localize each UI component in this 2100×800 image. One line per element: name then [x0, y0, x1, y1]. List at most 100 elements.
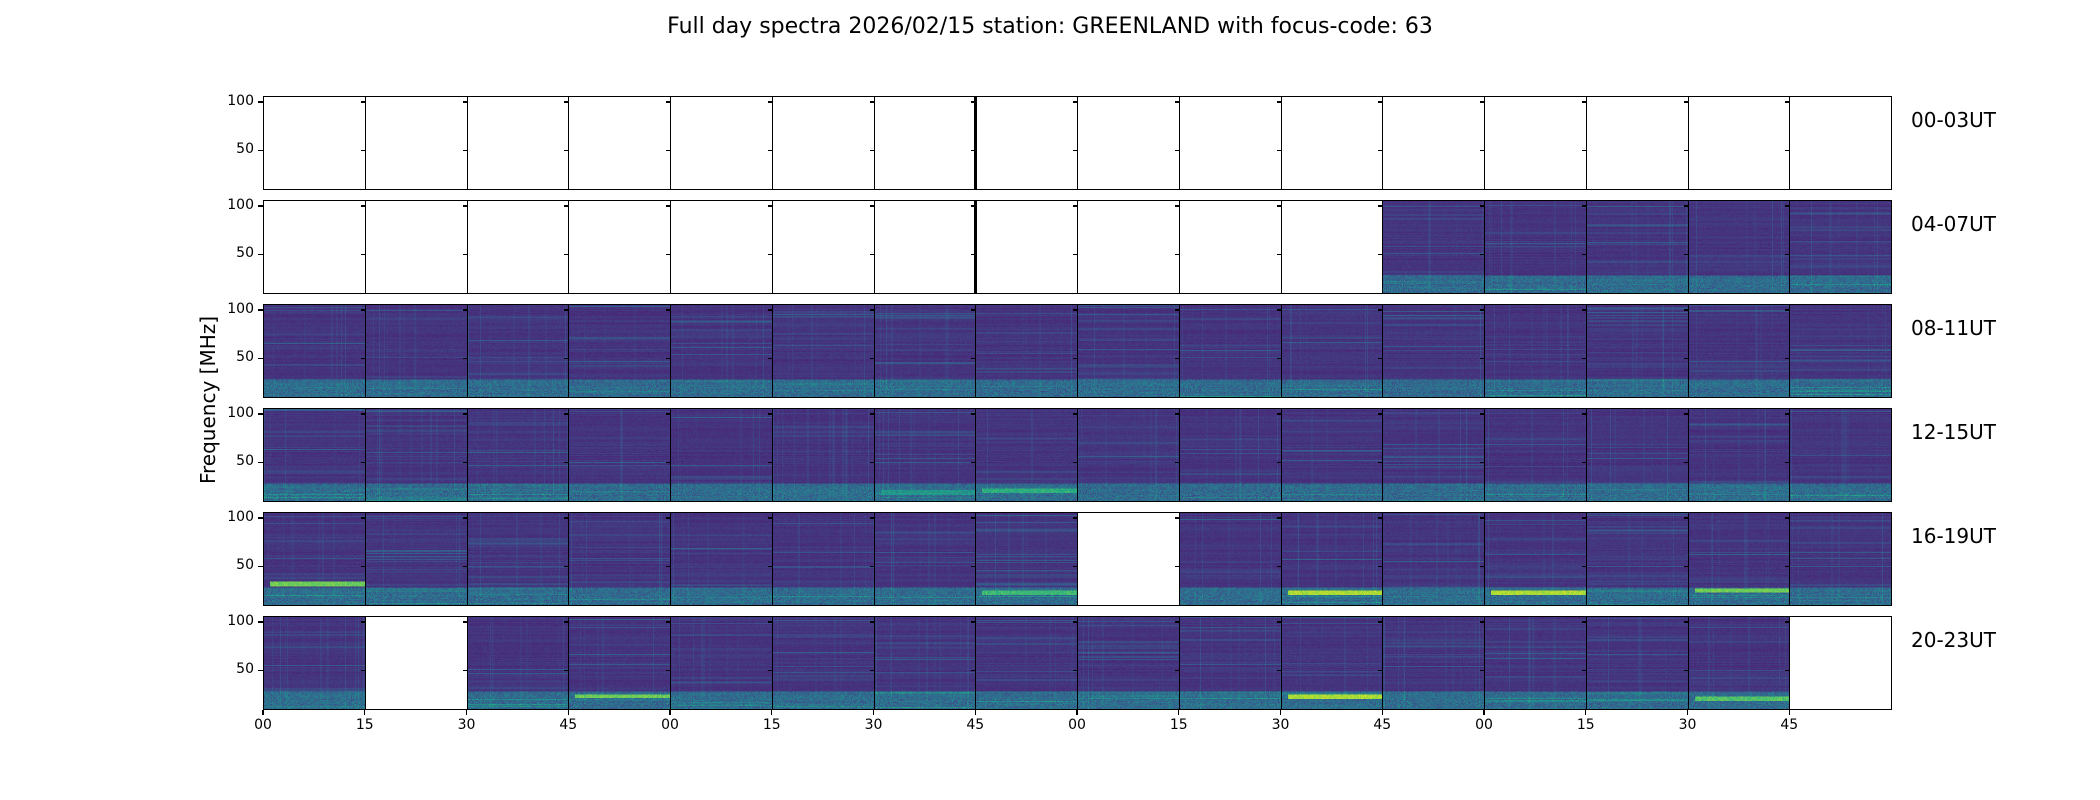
y-tick-mark — [1174, 517, 1179, 519]
spectrum-panel — [1178, 304, 1282, 398]
panel-divider-thick — [974, 96, 977, 190]
y-tick-label: 50 — [236, 349, 254, 366]
spectrogram-image — [1688, 409, 1790, 501]
spectrogram-image — [1790, 201, 1892, 293]
spectrum-panel — [1484, 96, 1588, 190]
spectrum-panel — [364, 408, 468, 502]
spectrogram-image — [1485, 201, 1587, 293]
spectrogram-image — [1688, 201, 1790, 293]
y-tick-mark — [1073, 621, 1077, 623]
y-tick-mark — [1683, 357, 1688, 359]
y-tick-mark — [666, 413, 670, 415]
spectrogram-image — [365, 513, 467, 605]
spectrogram-image — [1281, 305, 1383, 397]
spectrum-panel — [466, 616, 570, 710]
spectrum-panel — [771, 200, 875, 294]
y-tick-mark — [1073, 101, 1077, 103]
y-tick-mark — [258, 621, 263, 623]
spectrogram-image — [1790, 409, 1892, 501]
y-tick-mark — [1785, 669, 1790, 671]
y-tick-mark — [971, 309, 976, 311]
y-tick-mark — [462, 357, 467, 359]
y-tick-mark — [360, 413, 365, 415]
y-tick-mark — [564, 461, 569, 463]
y-tick-mark — [1073, 205, 1077, 207]
y-tick-mark — [1174, 253, 1179, 255]
y-tick-mark — [1378, 149, 1383, 151]
spectrogram-image — [1586, 305, 1688, 397]
y-tick-mark — [1276, 309, 1281, 311]
y-tick-mark — [666, 621, 670, 623]
y-tick-mark — [564, 149, 569, 151]
y-tick-mark — [971, 413, 976, 415]
y-tick-mark — [767, 149, 772, 151]
spectrum-panel — [1280, 304, 1384, 398]
y-tick-mark — [1378, 253, 1383, 255]
spectrogram-image — [1790, 305, 1892, 397]
spectrum-panel — [1382, 408, 1486, 502]
y-tick-mark — [1174, 205, 1179, 207]
y-tick-mark — [1683, 517, 1688, 519]
y-tick-mark — [1581, 205, 1586, 207]
row-label-16-19ut: 16-19UT — [1911, 524, 1996, 548]
spectrum-panel — [263, 200, 367, 294]
spectrogram-image — [1281, 513, 1383, 605]
y-tick-mark — [1378, 669, 1383, 671]
y-tick-mark — [564, 517, 569, 519]
y-tick-label: 100 — [227, 612, 254, 629]
y-tick-mark — [462, 149, 467, 151]
y-tick-mark — [1073, 517, 1077, 519]
spectrum-panel — [1280, 96, 1384, 190]
y-tick-mark — [462, 205, 467, 207]
x-tick-label: 45 — [966, 717, 985, 733]
spectrum-panel — [1280, 512, 1384, 606]
spectrogram-image — [1383, 305, 1485, 397]
y-tick-mark — [869, 621, 874, 623]
spectrum-panel — [670, 408, 774, 502]
y-tick-mark — [869, 461, 874, 463]
y-tick-mark — [1480, 413, 1484, 415]
y-tick-mark — [869, 253, 874, 255]
spectrum-panel — [1585, 616, 1689, 710]
y-tick-mark — [1276, 517, 1281, 519]
spectrum-panel — [263, 408, 367, 502]
y-tick-mark — [1174, 413, 1179, 415]
y-tick-mark — [564, 565, 569, 567]
y-tick-mark — [462, 253, 467, 255]
spectrogram-image — [671, 305, 773, 397]
y-tick-mark — [1785, 309, 1790, 311]
x-tick-mark — [1686, 710, 1689, 715]
spectrum-panel — [1484, 200, 1588, 294]
y-tick-mark — [869, 205, 874, 207]
spectrum-panel — [568, 408, 672, 502]
spectrum-panel — [1687, 96, 1791, 190]
y-tick-mark — [258, 669, 263, 671]
y-tick-mark — [258, 413, 263, 415]
y-tick-mark — [1683, 461, 1688, 463]
y-tick-mark — [360, 309, 365, 311]
spectrum-panel — [975, 304, 1079, 398]
x-tick-label: 15 — [762, 717, 781, 733]
spectrum-panel — [873, 616, 977, 710]
spectrogram-image — [1179, 305, 1281, 397]
y-tick-mark — [1378, 357, 1383, 359]
spectrogram-image — [1586, 513, 1688, 605]
y-tick-label: 50 — [236, 557, 254, 574]
spectrum-panel — [1077, 408, 1181, 502]
spectrum-panel — [1178, 96, 1282, 190]
y-tick-mark — [462, 101, 467, 103]
spectrum-panel — [1382, 200, 1486, 294]
spectrum-panel — [1178, 512, 1282, 606]
y-tick-mark — [1276, 253, 1281, 255]
spectrum-panel — [1382, 512, 1486, 606]
x-tick-mark — [465, 710, 468, 715]
spectrogram-image — [874, 305, 976, 397]
y-tick-mark — [869, 101, 874, 103]
x-tick-mark — [669, 710, 671, 715]
spectrum-panel — [873, 200, 977, 294]
spectrogram-image — [1281, 617, 1383, 709]
y-tick-mark — [258, 253, 263, 255]
y-tick-mark — [1378, 517, 1383, 519]
y-tick-mark — [1276, 205, 1281, 207]
spectrogram-image — [365, 305, 467, 397]
